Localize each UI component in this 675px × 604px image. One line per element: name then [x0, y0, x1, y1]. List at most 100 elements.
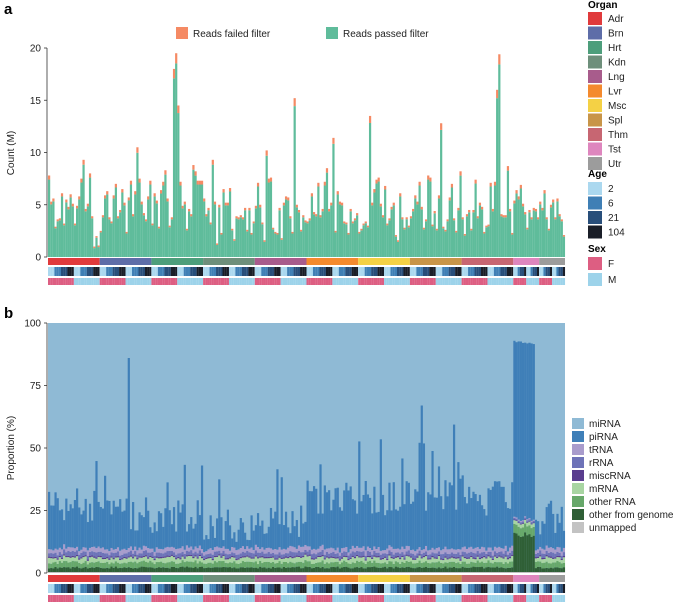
area-rrna [295, 552, 298, 556]
bar-passed [84, 211, 87, 257]
area-trna [269, 548, 273, 554]
panel-b-age-cell [151, 584, 154, 593]
panel-b-sex-cell [207, 595, 210, 602]
area-rrna [127, 552, 130, 557]
area-unmapped [412, 572, 415, 573]
area-rrna [220, 553, 223, 557]
panel-b-sex-cell [196, 595, 199, 602]
area-trna [435, 547, 438, 554]
bar-passed [132, 216, 135, 257]
panel-a-age-cell [528, 267, 531, 276]
bar-passed [338, 204, 342, 257]
bar-failed [282, 202, 286, 206]
area-rrna [321, 550, 324, 555]
area-miscrna [218, 554, 221, 556]
panel-a-sex-cell [86, 278, 89, 285]
panel-b-annotation-tracks [48, 575, 566, 604]
panel-a-age-cell [183, 267, 186, 276]
bar-failed [422, 227, 426, 230]
panel-b-age-cell [379, 584, 382, 593]
area-miscrna [237, 558, 240, 560]
area-mrna [334, 558, 337, 562]
panel-a-age-cell [112, 267, 115, 276]
bar-passed [356, 215, 359, 257]
area-mrna [373, 556, 376, 561]
area-miscrna [119, 558, 122, 561]
panel-a-sex-cell [73, 278, 77, 285]
bar-passed [200, 184, 204, 257]
area-miscrna [420, 557, 423, 559]
panel-a-age-cell [172, 267, 176, 276]
panel-a-sex-cell [175, 278, 178, 285]
area-other-from-genome [272, 566, 275, 572]
area-pirna [226, 509, 229, 549]
area-other-rna [377, 562, 380, 568]
area-pirna [459, 478, 462, 550]
panel-b-sex-cell [323, 595, 326, 602]
area-rrna [472, 552, 475, 558]
area-miscrna [235, 558, 238, 561]
area-mrna [261, 557, 264, 564]
area-rrna [414, 555, 417, 559]
area-mrna [200, 558, 204, 563]
area-other-rna [67, 562, 70, 568]
area-other-rna [295, 562, 298, 567]
area-rrna [302, 552, 305, 556]
panel-a-sex-cell [371, 278, 374, 285]
area-other-from-genome [175, 567, 178, 572]
area-other-rna [485, 562, 488, 568]
area-miscrna [121, 558, 124, 560]
panel-b-organ-track-thm [461, 575, 514, 582]
area-rrna [317, 552, 320, 556]
area-trna [328, 548, 331, 554]
panel-a-sex-cell [465, 278, 469, 285]
area-unmapped [489, 572, 492, 573]
area-unmapped [160, 572, 163, 573]
bar-passed [521, 206, 525, 257]
area-other-from-genome [504, 568, 507, 572]
panel-b-sex-cell [353, 595, 357, 602]
panel-a-age-cell [562, 267, 566, 276]
area-mrna [368, 557, 372, 561]
panel-b-age-cell [84, 584, 87, 593]
area-rrna [261, 551, 264, 557]
panel-b-age-cell [280, 584, 283, 593]
area-miscrna [373, 555, 376, 557]
area-unmapped [450, 572, 454, 573]
area-rrna [183, 553, 186, 558]
bar-failed [491, 208, 494, 212]
panel-b-sex-cell [349, 595, 352, 602]
panel-b-sex-cell [151, 595, 154, 602]
panel-b-age-cell [364, 584, 367, 593]
area-unmapped [472, 572, 475, 573]
area-other-rna [78, 562, 81, 569]
panel-b-age-cell [343, 584, 346, 593]
bar-failed [151, 223, 154, 226]
panel-a-age-cell [144, 267, 148, 276]
panel-b-age-cell [470, 584, 473, 593]
panel-b-sex-cell [209, 595, 212, 602]
panel-b-sex-cell [418, 595, 421, 602]
area-mrna [86, 560, 89, 565]
area-rrna [76, 550, 79, 555]
panel-a-sex-cell [541, 278, 544, 285]
area-other-from-genome [183, 567, 186, 572]
panel-b-age-cell [263, 584, 266, 593]
area-rrna [282, 554, 286, 558]
panel-a-sex-cell [504, 278, 507, 285]
area-other-from-genome [330, 567, 333, 572]
area-rrna [272, 552, 275, 557]
area-pirna [384, 515, 387, 551]
area-unmapped [93, 572, 96, 573]
area-rrna [368, 551, 372, 556]
panel-b-age-cell [101, 584, 105, 593]
panel-b-organ-track-kdn [203, 575, 255, 582]
area-unmapped [278, 572, 281, 573]
area-trna [282, 548, 286, 555]
area-unmapped [483, 572, 486, 573]
bar-passed [347, 234, 350, 257]
panel-a-age-cell [190, 267, 193, 276]
area-unmapped [71, 572, 74, 573]
panel-a-age-cell [332, 267, 335, 276]
area-trna [228, 550, 232, 555]
